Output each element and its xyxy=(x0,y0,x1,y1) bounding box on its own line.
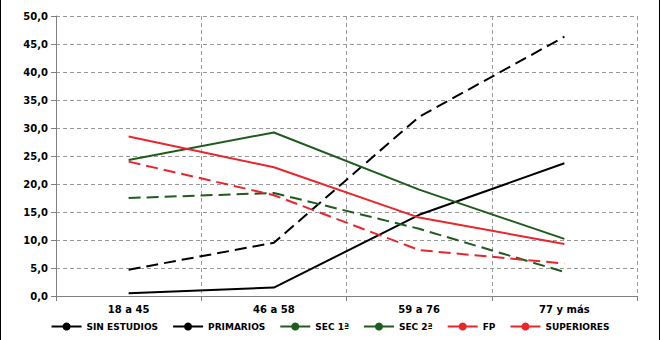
svg-text:45,0: 45,0 xyxy=(23,39,48,50)
svg-text:SIN ESTUDIOS: SIN ESTUDIOS xyxy=(87,322,159,332)
svg-text:5,0: 5,0 xyxy=(30,263,48,274)
svg-text:77 y más: 77 y más xyxy=(539,304,590,315)
svg-text:18 a 45: 18 a 45 xyxy=(108,304,150,315)
svg-text:59 a 76: 59 a 76 xyxy=(398,304,440,315)
svg-text:20,0: 20,0 xyxy=(23,179,48,190)
svg-text:10,0: 10,0 xyxy=(23,235,48,246)
svg-text:0,0: 0,0 xyxy=(30,291,48,302)
svg-text:35,0: 35,0 xyxy=(23,95,48,106)
svg-text:46 a 58: 46 a 58 xyxy=(253,304,295,315)
svg-text:15,0: 15,0 xyxy=(23,207,48,218)
svg-text:SUPERIORES: SUPERIORES xyxy=(545,322,609,332)
svg-text:25,0: 25,0 xyxy=(23,151,48,162)
svg-text:40,0: 40,0 xyxy=(23,67,48,78)
svg-text:30,0: 30,0 xyxy=(23,123,48,134)
svg-text:FP: FP xyxy=(483,322,496,332)
svg-text:SEC 1ª: SEC 1ª xyxy=(315,322,349,332)
svg-text:PRIMARIOS: PRIMARIOS xyxy=(208,322,265,332)
svg-text:SEC 2ª: SEC 2ª xyxy=(399,322,433,332)
svg-text:50,0: 50,0 xyxy=(23,11,48,22)
